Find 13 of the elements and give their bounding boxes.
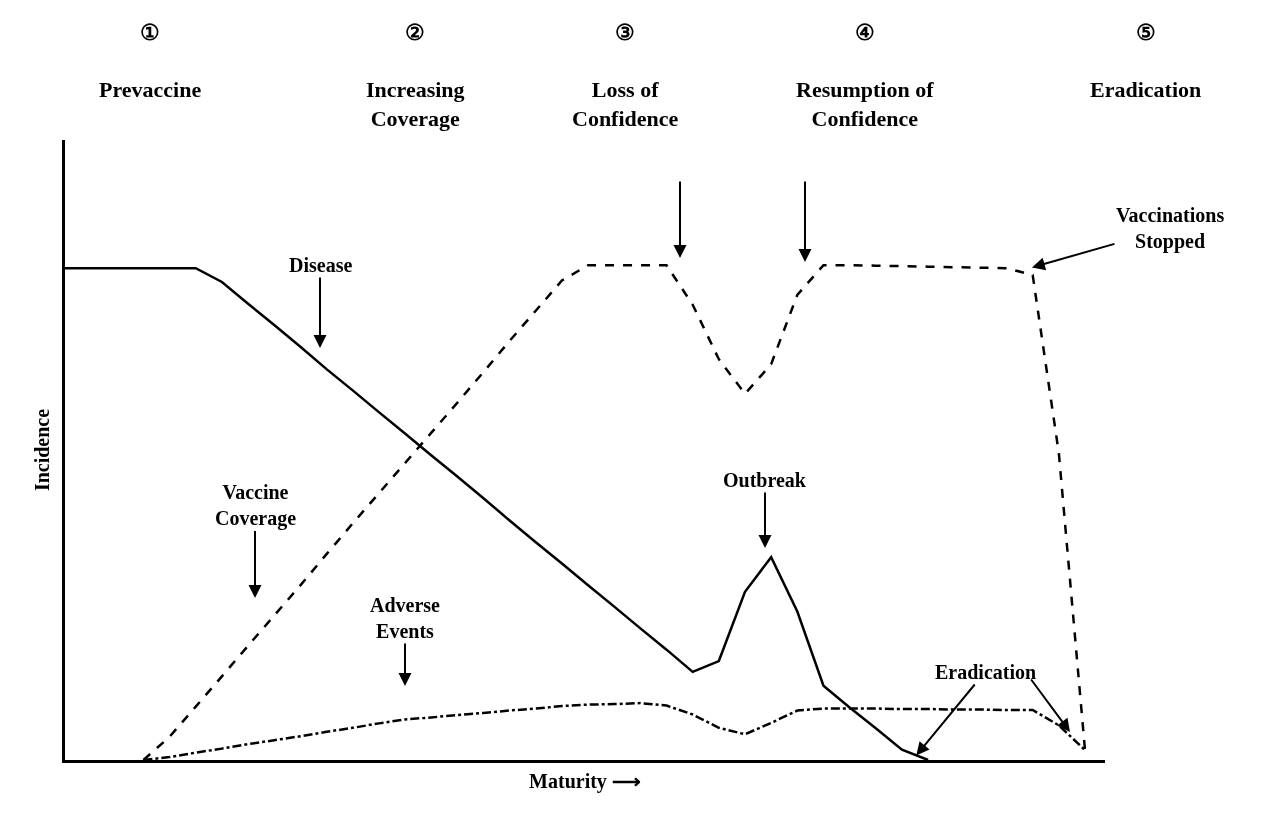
text: ④ Resumption of Confidence [796, 20, 934, 131]
annotation: Adverse Events [370, 594, 441, 642]
x-axis-title: Maturity ⟶ [529, 769, 641, 793]
annotation: Vaccine Coverage [215, 481, 297, 530]
text: ⑤ Eradication [1090, 20, 1202, 103]
y-axis-title: Incidence [30, 408, 53, 492]
text: Vaccinations Stopped [1116, 204, 1225, 253]
text: ① Prevaccine [99, 20, 202, 103]
annotation: Eradication [935, 661, 1037, 683]
text: ② Increasing Coverage [366, 20, 465, 131]
annotation: Disease [289, 254, 353, 276]
annotation: Outbreak [723, 469, 807, 491]
text: ③ Loss of Confidence [572, 20, 679, 131]
